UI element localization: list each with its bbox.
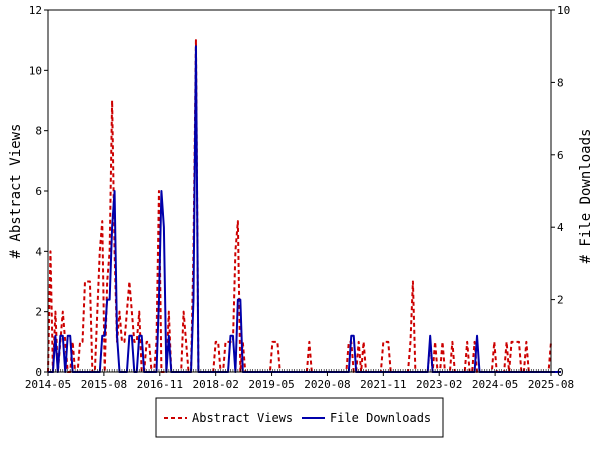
x-tick-label: 2015-08 — [81, 378, 127, 391]
legend-label-abstract-views: Abstract Views — [192, 411, 293, 425]
labels-layer: 0 2 4 6 8 10 12 0 2 4 6 8 10 2014-05 2015-08 2016-11 201… — [25, 4, 574, 391]
x-tick-label: 2019-05 — [248, 378, 294, 391]
legend: Abstract Views File Downloads — [155, 397, 444, 438]
legend-label-file-downloads: File Downloads — [330, 411, 431, 425]
y-left-tick-label: 8 — [35, 125, 42, 138]
x-tick-label: 2023-02 — [416, 378, 462, 391]
y-left-tick-label: 12 — [29, 4, 42, 17]
y-left-tick-label: 0 — [35, 366, 42, 379]
y-left-tick-label: 6 — [35, 185, 42, 198]
x-tick-label: 2025-08 — [528, 378, 574, 391]
y-left-axis-title: # Abstract Views — [8, 124, 24, 259]
y-right-tick-label: 6 — [557, 149, 564, 162]
x-tick-label: 2018-02 — [192, 378, 238, 391]
y-right-tick-label: 2 — [557, 294, 564, 307]
y-left-tick-label: 2 — [35, 306, 42, 319]
y-right-tick-label: 4 — [557, 221, 564, 234]
y-right-tick-label: 10 — [557, 4, 570, 17]
plot-frame — [47, 9, 552, 373]
x-tick-label: 2014-05 — [25, 378, 71, 391]
y-right-tick-label: 0 — [557, 366, 564, 379]
y-left-tick-label: 10 — [29, 64, 42, 77]
x-tick-label: 2020-08 — [304, 378, 350, 391]
series-line-abstract-views — [47, 39, 552, 373]
y-right-tick-label: 8 — [557, 76, 564, 89]
x-tick-label: 2021-11 — [360, 378, 406, 391]
x-tick-label: 2016-11 — [137, 378, 183, 391]
y-right-axis-title: # File Downloads — [578, 129, 594, 264]
x-tick-label: 2024-05 — [472, 378, 518, 391]
y-left-tick-label: 4 — [35, 245, 42, 258]
legend-box — [155, 397, 444, 438]
